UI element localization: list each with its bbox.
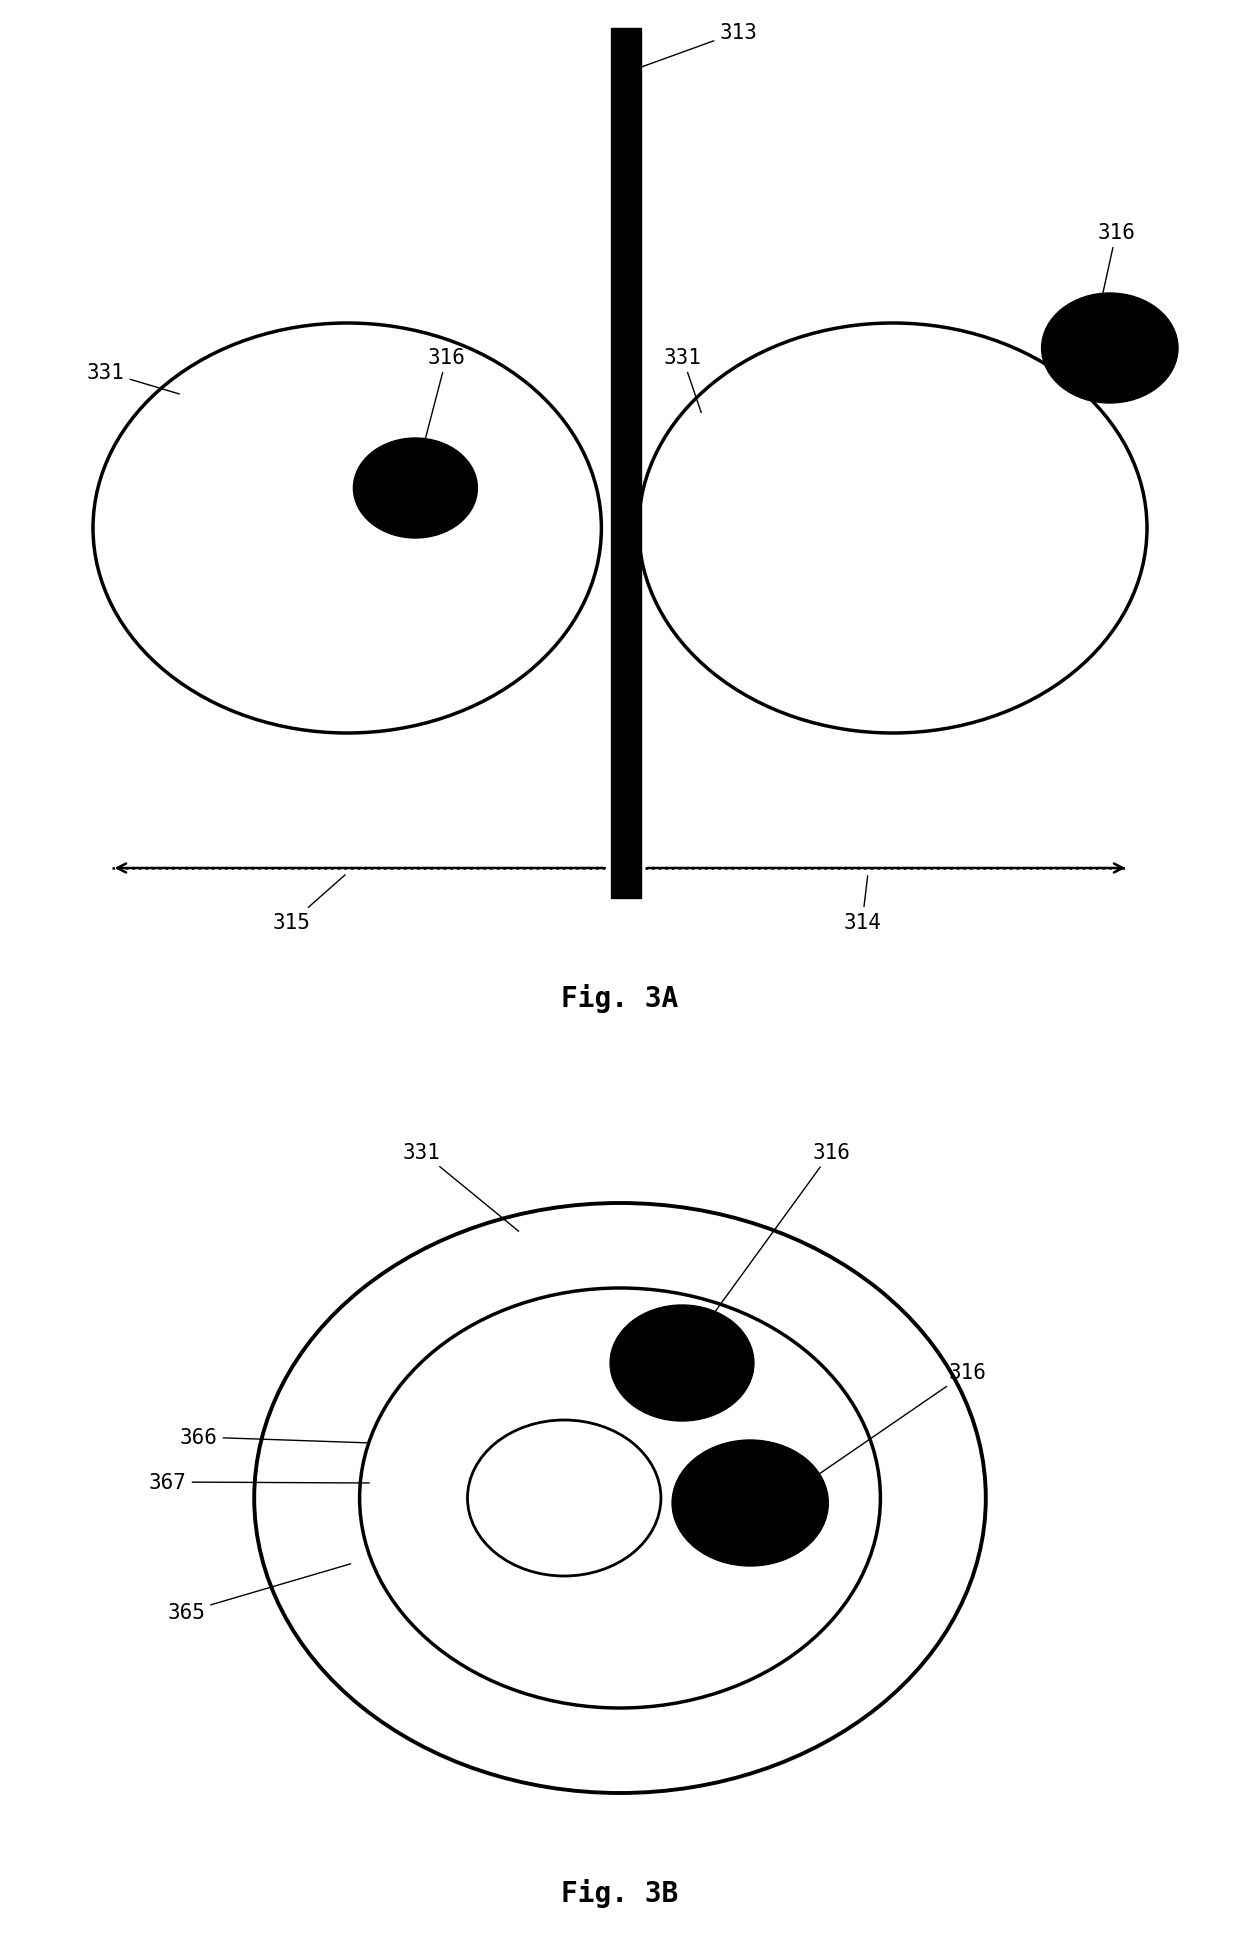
Text: 316: 316 xyxy=(808,1362,987,1482)
Circle shape xyxy=(672,1440,828,1566)
Text: 331: 331 xyxy=(663,349,702,413)
Text: 316: 316 xyxy=(1097,222,1136,316)
Text: Fig. 3B: Fig. 3B xyxy=(562,1878,678,1907)
Text: 316: 316 xyxy=(708,1142,851,1321)
Circle shape xyxy=(353,438,477,540)
Text: 365: 365 xyxy=(167,1564,351,1623)
Text: 314: 314 xyxy=(843,877,882,933)
Text: 331: 331 xyxy=(87,362,180,395)
Text: 367: 367 xyxy=(149,1473,370,1492)
Circle shape xyxy=(610,1305,754,1422)
Circle shape xyxy=(467,1420,661,1576)
Text: 331: 331 xyxy=(403,1142,518,1231)
Text: 313: 313 xyxy=(641,23,758,68)
Text: 315: 315 xyxy=(273,875,345,933)
Text: 316: 316 xyxy=(423,349,466,452)
Circle shape xyxy=(1042,294,1178,403)
Text: Fig. 3A: Fig. 3A xyxy=(562,984,678,1013)
Text: 366: 366 xyxy=(180,1428,370,1447)
